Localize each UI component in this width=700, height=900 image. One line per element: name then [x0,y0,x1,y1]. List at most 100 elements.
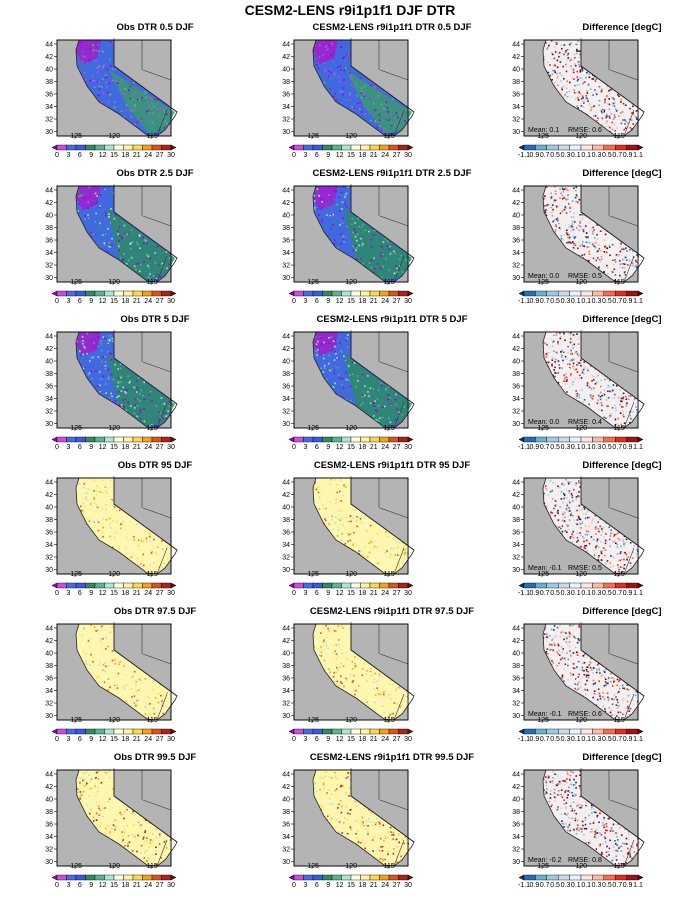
obs-map-panel: Obs DTR 97.5 DJF 44 42 40 38 36 34 32 30 -125 -120… [45,606,255,746]
colorbar-tick-label: 0.9 [530,444,540,451]
lat-tick-label: 30 [282,421,290,428]
colorbar-swatch [56,144,67,151]
lat-tick-label: 38 [512,225,520,232]
colorbar-swatch [151,874,162,881]
colorbar-swatch [603,728,616,735]
colorbar-tick-label: 30 [404,590,412,597]
colorbar-swatch [360,144,371,151]
colorbar-swatch [161,874,172,881]
colorbar-tick-label: 3 [66,882,70,889]
colorbar-tick-label: 0.3 [592,444,602,451]
colorbar-tick-label: 0.1 [581,152,591,159]
lat-tick-label: 34 [45,396,53,403]
colorbar-swatch [151,144,162,151]
lon-tick-label: -120 [106,717,120,724]
colorbar-tick-label: 9 [89,736,93,743]
colorbar-swatch [535,436,547,443]
diff-mean-label: Mean: 0.0 [528,419,559,426]
colorbar-tick-label: 0.1 [581,882,591,889]
colorbar-tick-label: 3 [66,590,70,597]
diff-rmse-label: RMSE: 0.5 [568,273,602,280]
colorbar-tick-label: 18 [122,882,130,889]
lat-tick-label: 40 [45,213,53,220]
colorbar-tick-label: 15 [110,444,118,451]
colorbar-tick-label: 0.7 [540,152,550,159]
lat-tick-label: 44 [512,480,520,487]
colorbar-tick-label: 0 [292,298,296,305]
colorbar-tick-label: 21 [133,152,141,159]
colorbar-swatch [56,582,67,589]
lat-tick-label: 34 [282,542,290,549]
colorbar-tick-label: 0.3 [592,152,602,159]
colorbar-swatch [85,582,96,589]
colorbar-tick-label: -1.1 [518,736,530,743]
colorbar-swatch [151,290,162,297]
lat-tick-label: 40 [512,797,520,804]
colorbar-tick-label: 1.1 [633,590,643,597]
colorbar-swatch [142,582,153,589]
colorbar-swatch [104,874,115,881]
colorbar-tick-label: 30 [404,298,412,305]
obs-map-panel: Obs DTR 2.5 DJF 44 42 40 38 36 34 32 30 -125 -120-… [45,168,255,308]
colorbar-tick-label: 21 [133,590,141,597]
lat-tick-label: 40 [45,797,53,804]
colorbar-swatch [580,436,593,443]
lat-tick-label: 32 [45,409,53,416]
diff-rmse-label: RMSE: 0.6 [568,127,602,134]
colorbar-swatch [592,728,605,735]
colorbar-tick-label: 3 [303,736,307,743]
colorbar-tick-label: 3 [303,590,307,597]
colorbar-swatch [350,874,361,881]
colorbar-swatch [161,290,172,297]
colorbar-tick-label: 3 [303,444,307,451]
lon-tick-label: -125 [68,279,82,286]
colorbar-tick-label: 15 [347,736,355,743]
colorbar-swatch [614,582,627,589]
lat-tick-label: 44 [512,42,520,49]
difference-colorbar: -1.1 0.9 0.7 0.5 0.3 0.1 0.1 0.3 0.5 0.7 0.9 1.1 [518,582,644,597]
diff-map-canvas: 44 42 40 38 36 34 32 30 -125 -120 -115 Mean: 0.0 RMS… [512,184,645,305]
colorbar-tick-label: 0.7 [612,882,622,889]
lon-tick-label: -125 [535,425,549,432]
colorbar-tick-label: 0.7 [540,590,550,597]
colorbar-tick-label: 9 [89,882,93,889]
colorbar-tick-label: 12 [99,152,107,159]
colorbar-tick-label: 18 [359,444,367,451]
lon-tick-label: -120 [343,133,357,140]
colorbar-swatch [350,290,361,297]
colorbar-tick-label: 0.9 [623,882,633,889]
colorbar-swatch [85,436,96,443]
colorbar-tick-label: 0.7 [540,444,550,451]
lat-tick-label: 32 [512,409,520,416]
colorbar-swatch [104,582,115,589]
colorbar-swatch [312,290,323,297]
colorbar-swatch [142,874,153,881]
colorbar-swatch [535,290,547,297]
lat-tick-label: 34 [512,542,520,549]
colorbar-tick-label: 15 [347,298,355,305]
colorbar-tick-label: 0 [292,736,296,743]
lon-tick-label: -125 [305,717,319,724]
colorbar-swatch [142,290,153,297]
lat-tick-label: 30 [282,275,290,282]
lat-tick-label: 44 [512,772,520,779]
colorbar-tick-label: 21 [370,444,378,451]
colorbar-tick-label: 6 [78,298,82,305]
colorbar-swatch [132,436,143,443]
colorbar-swatch [350,582,361,589]
difference-colorbar: -1.1 0.9 0.7 0.5 0.3 0.1 0.1 0.3 0.5 0.7 0.9 1.1 [518,436,644,451]
colorbar-swatch [341,436,352,443]
lat-tick-label: 36 [45,676,53,683]
lat-tick-label: 32 [45,263,53,270]
obs-panel-title: Obs DTR 0.5 DJF [116,22,194,33]
colorbar-tick-label: 1.1 [633,444,643,451]
colorbar-swatch [322,436,333,443]
colorbar-swatch [322,728,333,735]
colorbar-swatch [360,436,371,443]
colorbar-swatch [66,144,77,151]
colorbar-swatch [161,582,172,589]
diff-map-panel: Difference [degC] 44 42 40 38 36 34 32 30 -125 -12… [512,22,700,162]
lon-tick-label: -125 [535,133,549,140]
